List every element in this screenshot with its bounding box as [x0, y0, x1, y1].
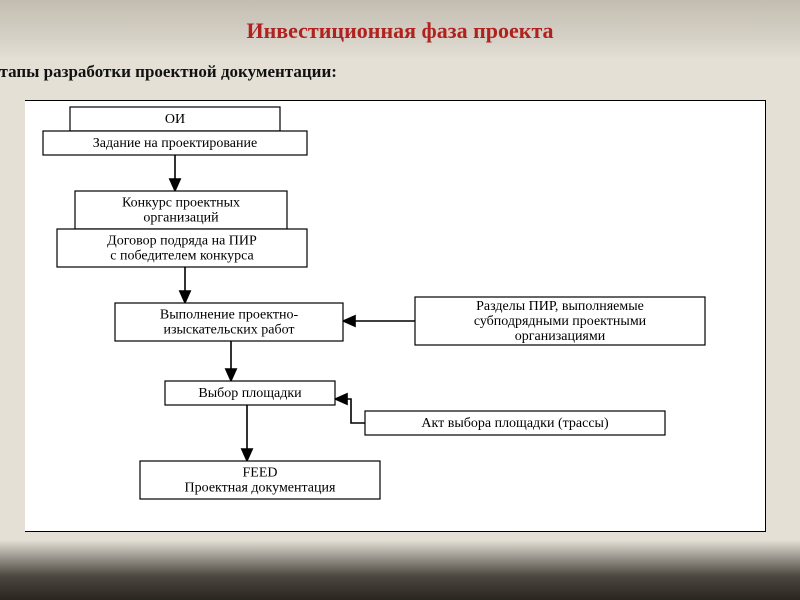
svg-text:с победителем конкурса: с победителем конкурса: [110, 249, 254, 264]
node-task: Задание на проектирование: [43, 131, 307, 155]
svg-text:FEED: FEED: [243, 466, 278, 481]
node-tender: Конкурс проектныхорганизаций: [75, 191, 287, 229]
svg-text:Проектная документация: Проектная документация: [185, 481, 336, 496]
svg-text:Договор подряда на ПИР: Договор подряда на ПИР: [107, 234, 257, 249]
svg-text:ОИ: ОИ: [165, 112, 185, 127]
svg-text:Выполнение проектно-: Выполнение проектно-: [160, 308, 299, 323]
svg-text:организациями: организациями: [515, 329, 606, 344]
node-contract: Договор подряда на ПИРс победителем конк…: [57, 229, 307, 267]
svg-text:Выбор площадки: Выбор площадки: [198, 386, 302, 401]
flowchart-canvas: ОИ Задание на проектирование Конкурс про…: [25, 100, 766, 532]
node-site: Выбор площадки: [165, 381, 335, 405]
node-act: Акт выбора площадки (трассы): [365, 411, 665, 435]
svg-text:Разделы ПИР, выполняемые: Разделы ПИР, выполняемые: [476, 299, 644, 314]
node-subcontr: Разделы ПИР, выполняемыесубподрядными пр…: [415, 297, 705, 345]
svg-text:Задание на проектирование: Задание на проектирование: [93, 136, 257, 151]
node-pir: Выполнение проектно-изыскательских работ: [115, 303, 343, 341]
flowchart-svg: ОИ Задание на проектирование Конкурс про…: [25, 101, 765, 531]
node-oi: ОИ: [70, 107, 280, 131]
edge-act-site: [335, 399, 365, 423]
svg-text:Акт выбора площадки (трассы): Акт выбора площадки (трассы): [421, 416, 609, 431]
slide-title: Инвестиционная фаза проекта: [0, 0, 800, 44]
slide-subtitle: Этапы разработки проектной документации:: [0, 44, 800, 90]
node-feed: FEEDПроектная документация: [140, 461, 380, 499]
svg-text:изыскательских работ: изыскательских работ: [163, 323, 294, 338]
svg-text:Конкурс проектных: Конкурс проектных: [122, 196, 240, 211]
svg-text:субподрядными проектными: субподрядными проектными: [474, 314, 647, 329]
svg-text:организаций: организаций: [143, 211, 219, 226]
